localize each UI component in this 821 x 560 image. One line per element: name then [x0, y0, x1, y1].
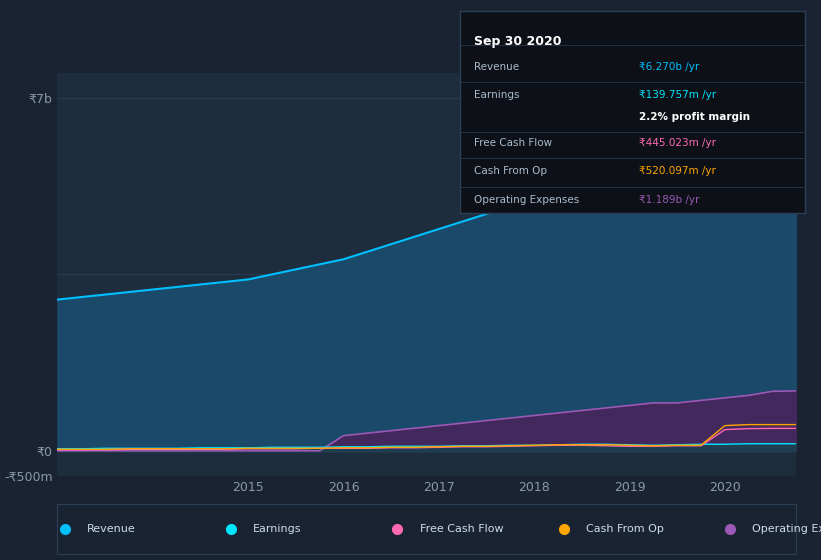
Text: Operating Expenses: Operating Expenses: [474, 195, 579, 204]
Text: Revenue: Revenue: [87, 524, 135, 534]
Text: Operating Expenses: Operating Expenses: [752, 524, 821, 534]
Text: Free Cash Flow: Free Cash Flow: [474, 138, 552, 148]
Text: Earnings: Earnings: [474, 90, 519, 100]
Text: Free Cash Flow: Free Cash Flow: [420, 524, 503, 534]
Text: Earnings: Earnings: [253, 524, 302, 534]
Text: Revenue: Revenue: [474, 62, 519, 72]
Text: Cash From Op: Cash From Op: [586, 524, 663, 534]
Text: 2.2% profit margin: 2.2% profit margin: [639, 112, 750, 122]
Text: Sep 30 2020: Sep 30 2020: [474, 35, 561, 48]
Text: ₹139.757m /yr: ₹139.757m /yr: [639, 90, 716, 100]
Text: ₹6.270b /yr: ₹6.270b /yr: [639, 62, 699, 72]
Text: Cash From Op: Cash From Op: [474, 166, 547, 176]
Text: ₹1.189b /yr: ₹1.189b /yr: [639, 195, 699, 204]
Text: ₹520.097m /yr: ₹520.097m /yr: [639, 166, 716, 176]
Text: ₹445.023m /yr: ₹445.023m /yr: [639, 138, 716, 148]
